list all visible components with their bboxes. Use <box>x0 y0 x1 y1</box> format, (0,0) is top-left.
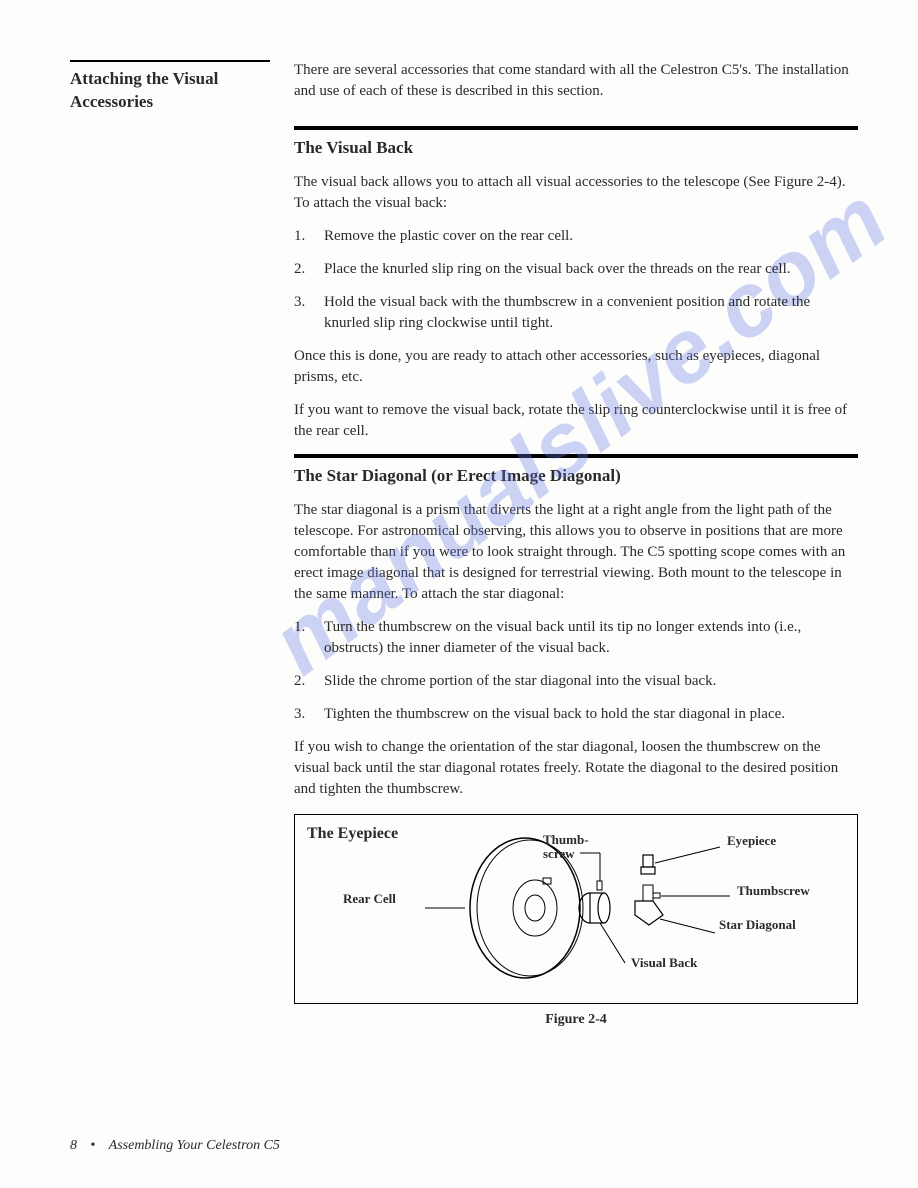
step-text: Tighten the thumbscrew on the visual bac… <box>324 706 785 722</box>
step-number: 1. <box>294 226 305 247</box>
page-footer: 8 • Assembling Your Celestron C5 <box>70 1138 280 1154</box>
page-content: Attaching the Visual Accessories There a… <box>70 60 858 1028</box>
label-thumbscrew-2: Thumbscrew <box>737 883 810 899</box>
label-rear-cell: Rear Cell <box>343 891 396 907</box>
footer-bullet: • <box>91 1138 96 1153</box>
step-text: Remove the plastic cover on the rear cel… <box>324 228 573 244</box>
figure-title: The Eyepiece <box>307 825 398 843</box>
figure-caption: Figure 2-4 <box>294 1012 858 1028</box>
star-diagonal-p1: The star diagonal is a prism that divert… <box>294 500 858 605</box>
star-diagonal-steps: 1. Turn the thumbscrew on the visual back… <box>294 617 858 725</box>
section-title: Attaching the Visual Accessories <box>70 68 270 114</box>
step-number: 3. <box>294 292 305 313</box>
visual-back-p3: Once this is done, you are ready to atta… <box>294 346 858 388</box>
visual-back-p4: If you want to remove the visual back, r… <box>294 400 858 442</box>
text: The visual back allows you to attach all… <box>294 174 846 190</box>
step-text: Hold the visual back with the thumbscrew… <box>324 294 810 331</box>
page-number: 8 <box>70 1138 77 1153</box>
star-diagonal-p2: If you wish to change the orientation of… <box>294 737 858 800</box>
label-star-diagonal: Star Diagonal <box>719 917 796 933</box>
figure-box: The Eyepiece <box>294 814 858 1004</box>
list-item: 2. Slide the chrome portion of the star d… <box>294 671 858 692</box>
left-sidebar: Attaching the Visual Accessories <box>70 60 270 1028</box>
step-number: 1. <box>294 617 305 638</box>
visual-back-heading: The Visual Back <box>294 138 858 158</box>
intro-paragraph: There are several accessories that come … <box>294 60 858 102</box>
text: To attach the visual back: <box>294 195 447 211</box>
list-item: 3. Hold the visual back with the thumbscr… <box>294 292 858 334</box>
visual-back-p1: The visual back allows you to attach all… <box>294 172 858 214</box>
divider <box>294 126 858 130</box>
divider <box>294 454 858 458</box>
list-item: 1. Remove the plastic cover on the rear c… <box>294 226 858 247</box>
label-eyepiece: Eyepiece <box>727 833 776 849</box>
step-number: 2. <box>294 259 305 280</box>
step-text: Slide the chrome portion of the star dia… <box>324 673 716 689</box>
step-number: 3. <box>294 704 305 725</box>
list-item: 3. Tighten the thumbscrew on the visual b… <box>294 704 858 725</box>
step-text: Turn the thumbscrew on the visual back u… <box>324 619 801 656</box>
label-visual-back: Visual Back <box>631 955 697 971</box>
main-column: There are several accessories that come … <box>294 60 858 1028</box>
step-number: 2. <box>294 671 305 692</box>
step-text: Place the knurled slip ring on the visua… <box>324 261 791 277</box>
label-thumbscrew-1: Thumb- screw <box>543 833 589 862</box>
footer-text: Assembling Your Celestron C5 <box>109 1138 280 1153</box>
list-item: 2. Place the knurled slip ring on the vis… <box>294 259 858 280</box>
star-diagonal-heading: The Star Diagonal (or Erect Image Diagon… <box>294 466 858 486</box>
list-item: 1. Turn the thumbscrew on the visual back… <box>294 617 858 659</box>
visual-back-steps: 1. Remove the plastic cover on the rear c… <box>294 226 858 334</box>
